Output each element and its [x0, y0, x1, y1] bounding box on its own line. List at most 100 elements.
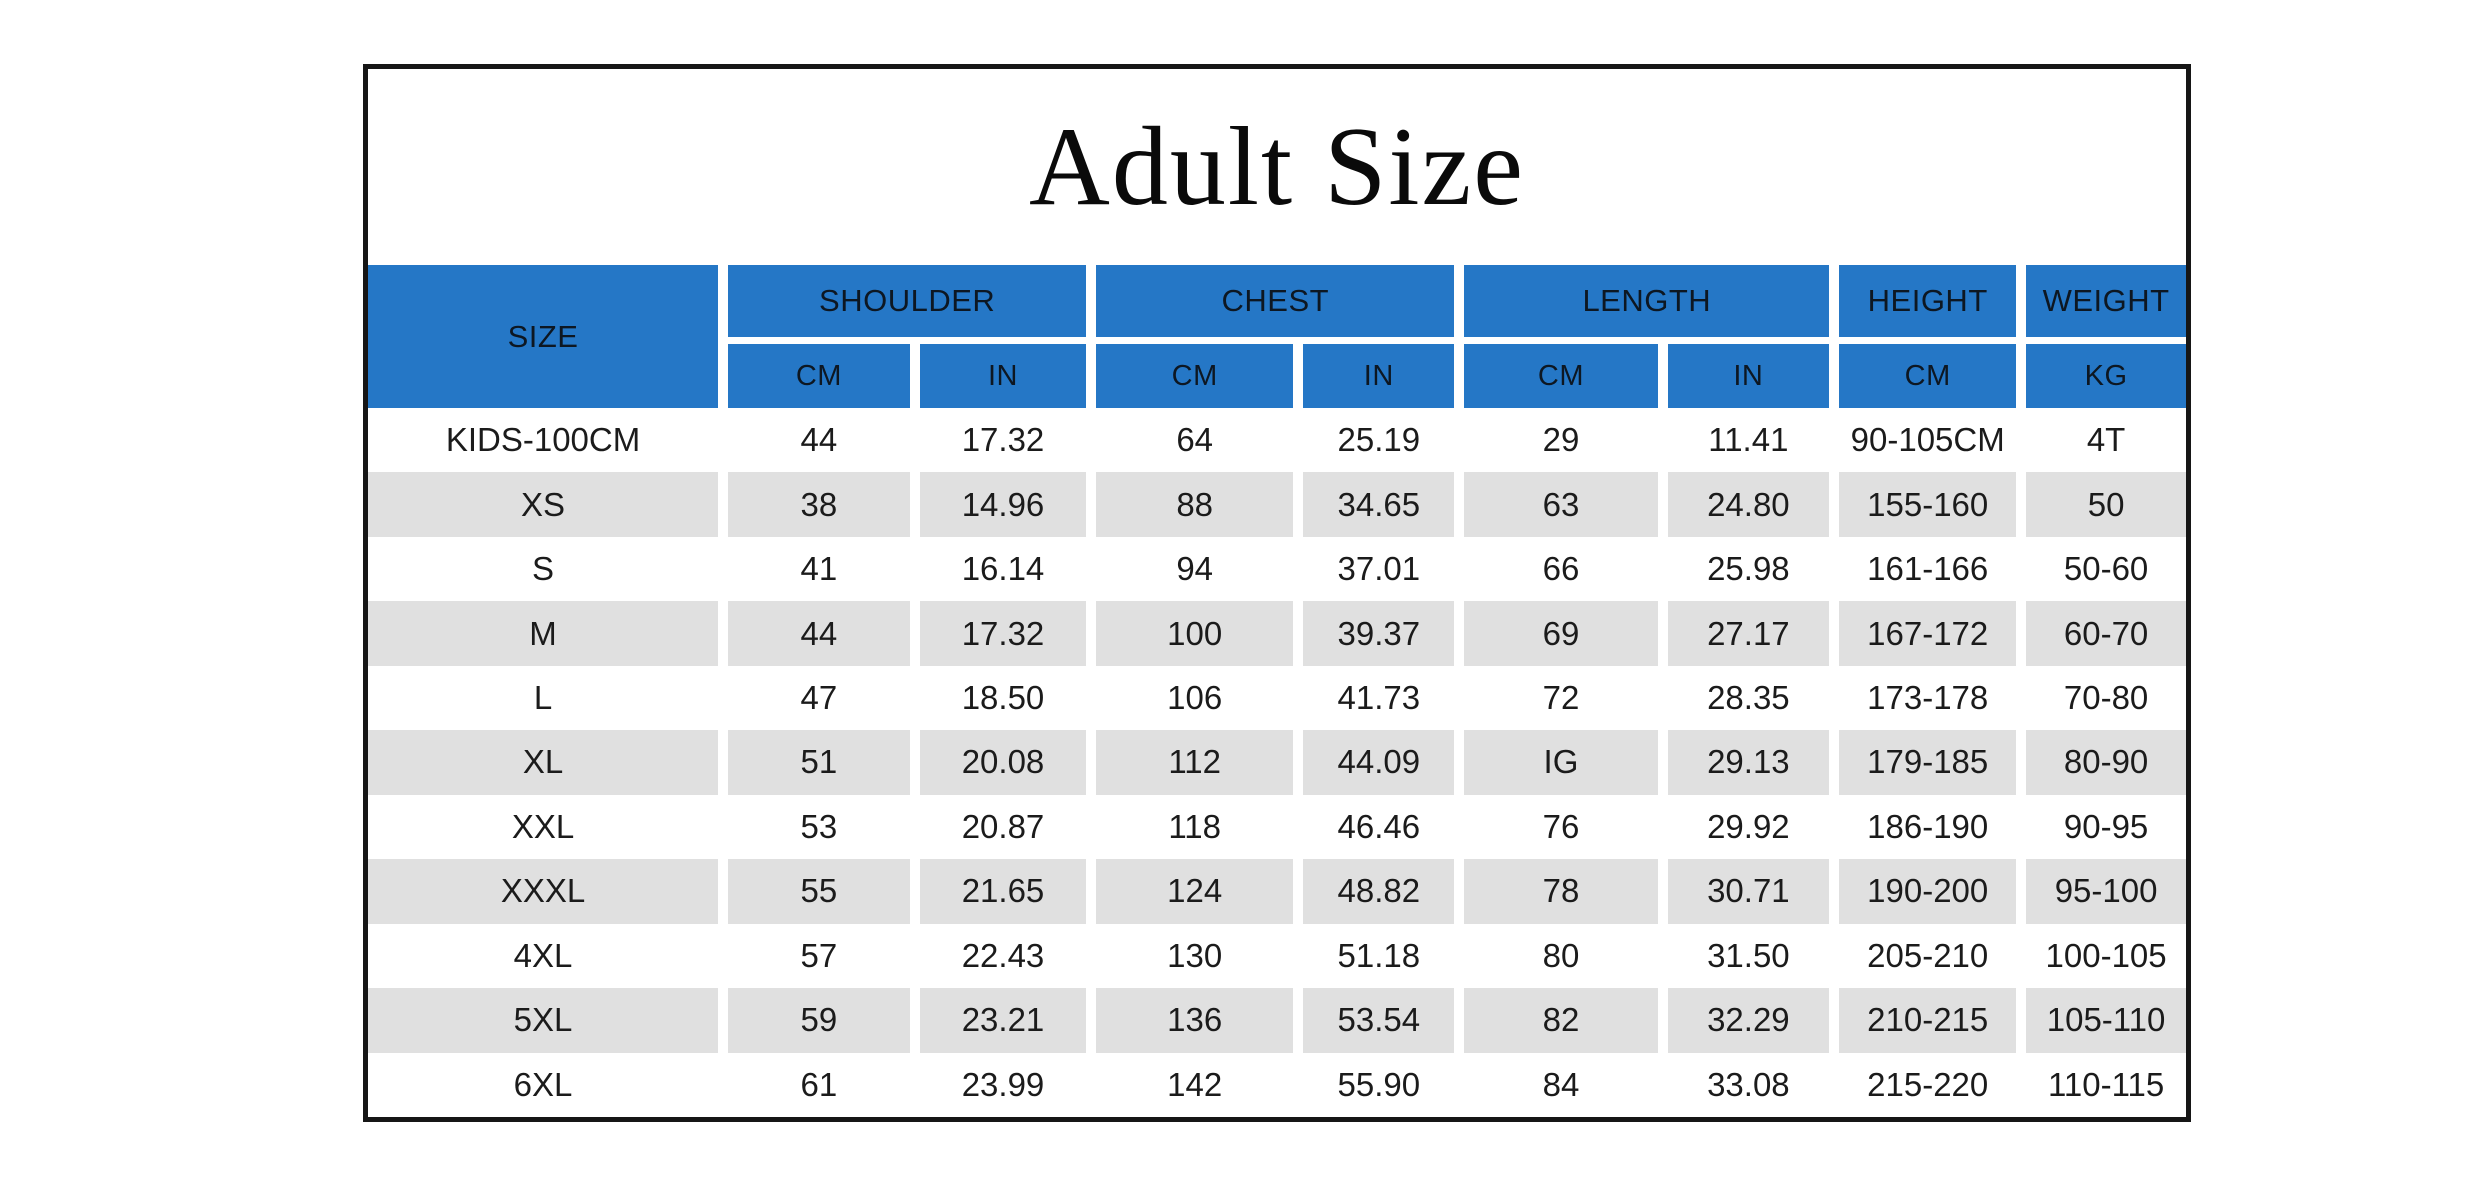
cell-shoulder-cm: 61 — [800, 1065, 838, 1103]
cell-chest-in: 25.19 — [1337, 421, 1421, 459]
cell-shoulder-cm: 53 — [800, 807, 838, 845]
title-area: Adult Size — [368, 69, 2186, 265]
cell-shoulder-in: 16.14 — [961, 550, 1045, 588]
cell-weight-kg: 80-90 — [2026, 730, 2186, 795]
cell-length-in: 11.41 — [1708, 421, 1789, 459]
cell-chest-cm: 106 — [1167, 679, 1223, 717]
cell-shoulder-in: 14.96 — [919, 472, 1087, 537]
cell-shoulder-cm: 47 — [800, 679, 838, 717]
cell-length-cm: 82 — [1464, 988, 1658, 1053]
cell-length-cm: IG — [1464, 730, 1658, 795]
table-body: KIDS-100CM 44 17.32 64 25.19 29 11.41 90-105CM 4… — [368, 408, 2186, 1117]
cell-length-cm: 66 — [1542, 550, 1580, 588]
header-sub-length-cm: CM — [1464, 344, 1658, 408]
size-cell: 4XL — [513, 936, 573, 974]
cell-chest-in: 44.09 — [1303, 730, 1455, 795]
header-group-shoulder: SHOULDER — [728, 265, 1087, 337]
cell-length-cm: 78 — [1464, 859, 1658, 924]
cell-shoulder-cm: 41 — [800, 550, 838, 588]
cell-shoulder-cm: 44 — [800, 421, 838, 459]
cell-height-cm: 179-185 — [1839, 730, 2017, 795]
cell-length-cm: 80 — [1542, 936, 1580, 974]
cell-length-in: 25.98 — [1707, 550, 1790, 588]
cell-weight-kg: 90-95 — [2063, 807, 2149, 845]
cell-length-cm: 29 — [1542, 421, 1580, 459]
header-group-size: SIZE — [368, 265, 719, 408]
cell-shoulder-cm: 51 — [728, 730, 910, 795]
size-cell: S — [532, 550, 555, 588]
cell-chest-in: 51.18 — [1337, 936, 1421, 974]
size-cell: M — [368, 601, 719, 666]
header-sub-height-cm: CM — [1839, 344, 2017, 408]
cell-shoulder-in: 23.21 — [919, 988, 1087, 1053]
header-sub-weight-kg: KG — [2026, 344, 2186, 408]
cell-shoulder-in: 17.32 — [919, 601, 1087, 666]
cell-chest-cm: 88 — [1096, 472, 1294, 537]
cell-chest-in: 53.54 — [1303, 988, 1455, 1053]
cell-height-cm: 167-172 — [1839, 601, 2017, 666]
cell-length-in: 30.71 — [1667, 859, 1830, 924]
cell-shoulder-in: 22.43 — [961, 936, 1045, 974]
cell-length-in: 33.08 — [1707, 1065, 1790, 1103]
header-group-height: HEIGHT — [1839, 265, 2017, 337]
header-sub-shoulder-in: IN — [919, 344, 1087, 408]
cell-length-cm: 76 — [1542, 807, 1580, 845]
cell-height-cm: 205-210 — [1867, 936, 1989, 974]
cell-weight-kg: 105-110 — [2026, 988, 2186, 1053]
cell-shoulder-cm: 44 — [728, 601, 910, 666]
cell-shoulder-in: 23.99 — [961, 1065, 1045, 1103]
cell-chest-cm: 112 — [1096, 730, 1294, 795]
size-cell: XXL — [511, 807, 575, 845]
cell-length-in: 31.50 — [1707, 936, 1790, 974]
cell-chest-cm: 124 — [1096, 859, 1294, 924]
cell-length-in: 32.29 — [1667, 988, 1830, 1053]
cell-weight-kg: 110-115 — [2047, 1065, 2165, 1103]
cell-chest-in: 41.73 — [1337, 679, 1421, 717]
cell-weight-kg: 60-70 — [2026, 601, 2186, 666]
header-sub-shoulder-cm: CM — [728, 344, 910, 408]
cell-chest-cm: 94 — [1176, 550, 1214, 588]
cell-length-cm: 63 — [1464, 472, 1658, 537]
cell-shoulder-cm: 59 — [728, 988, 910, 1053]
cell-shoulder-cm: 57 — [800, 936, 838, 974]
header-sub-chest-cm: CM — [1096, 344, 1294, 408]
cell-chest-in: 34.65 — [1303, 472, 1455, 537]
cell-length-cm: 72 — [1542, 679, 1580, 717]
cell-length-in: 29.92 — [1707, 807, 1790, 845]
table-header: SIZE SHOULDER CM IN CHEST CM IN LENGTH CM IN HEIGH… — [368, 265, 2186, 408]
size-cell: XS — [368, 472, 719, 537]
cell-shoulder-in: 17.32 — [961, 421, 1045, 459]
size-cell: 6XL — [513, 1065, 573, 1103]
cell-length-cm: 84 — [1542, 1065, 1580, 1103]
cell-chest-in: 48.82 — [1303, 859, 1455, 924]
cell-height-cm: 173-178 — [1867, 679, 1989, 717]
cell-chest-cm: 136 — [1096, 988, 1294, 1053]
cell-height-cm: 161-166 — [1867, 550, 1989, 588]
cell-chest-cm: 64 — [1176, 421, 1214, 459]
size-cell: KIDS-100CM — [445, 421, 641, 459]
header-group-chest: CHEST — [1096, 265, 1455, 337]
cell-length-in: 27.17 — [1667, 601, 1830, 666]
cell-shoulder-in: 21.65 — [919, 859, 1087, 924]
cell-shoulder-in: 20.87 — [961, 807, 1045, 845]
size-cell: XL — [368, 730, 719, 795]
cell-shoulder-in: 20.08 — [919, 730, 1087, 795]
cell-height-cm: 210-215 — [1839, 988, 2017, 1053]
header-sub-chest-in: IN — [1303, 344, 1455, 408]
cell-chest-in: 55.90 — [1337, 1065, 1421, 1103]
header-sub-length-in: IN — [1667, 344, 1830, 408]
cell-chest-cm: 142 — [1167, 1065, 1223, 1103]
header-group-length: LENGTH — [1464, 265, 1830, 337]
cell-length-in: 29.13 — [1667, 730, 1830, 795]
cell-chest-cm: 100 — [1096, 601, 1294, 666]
cell-chest-in: 39.37 — [1303, 601, 1455, 666]
size-cell: 5XL — [368, 988, 719, 1053]
cell-chest-cm: 118 — [1168, 807, 1221, 845]
cell-chest-in: 37.01 — [1337, 550, 1421, 588]
cell-weight-kg: 70-80 — [2063, 679, 2149, 717]
size-cell: L — [533, 679, 553, 717]
cell-chest-cm: 130 — [1167, 936, 1223, 974]
cell-length-in: 28.35 — [1707, 679, 1790, 717]
cell-weight-kg: 50-60 — [2063, 550, 2149, 588]
cell-shoulder-cm: 38 — [728, 472, 910, 537]
